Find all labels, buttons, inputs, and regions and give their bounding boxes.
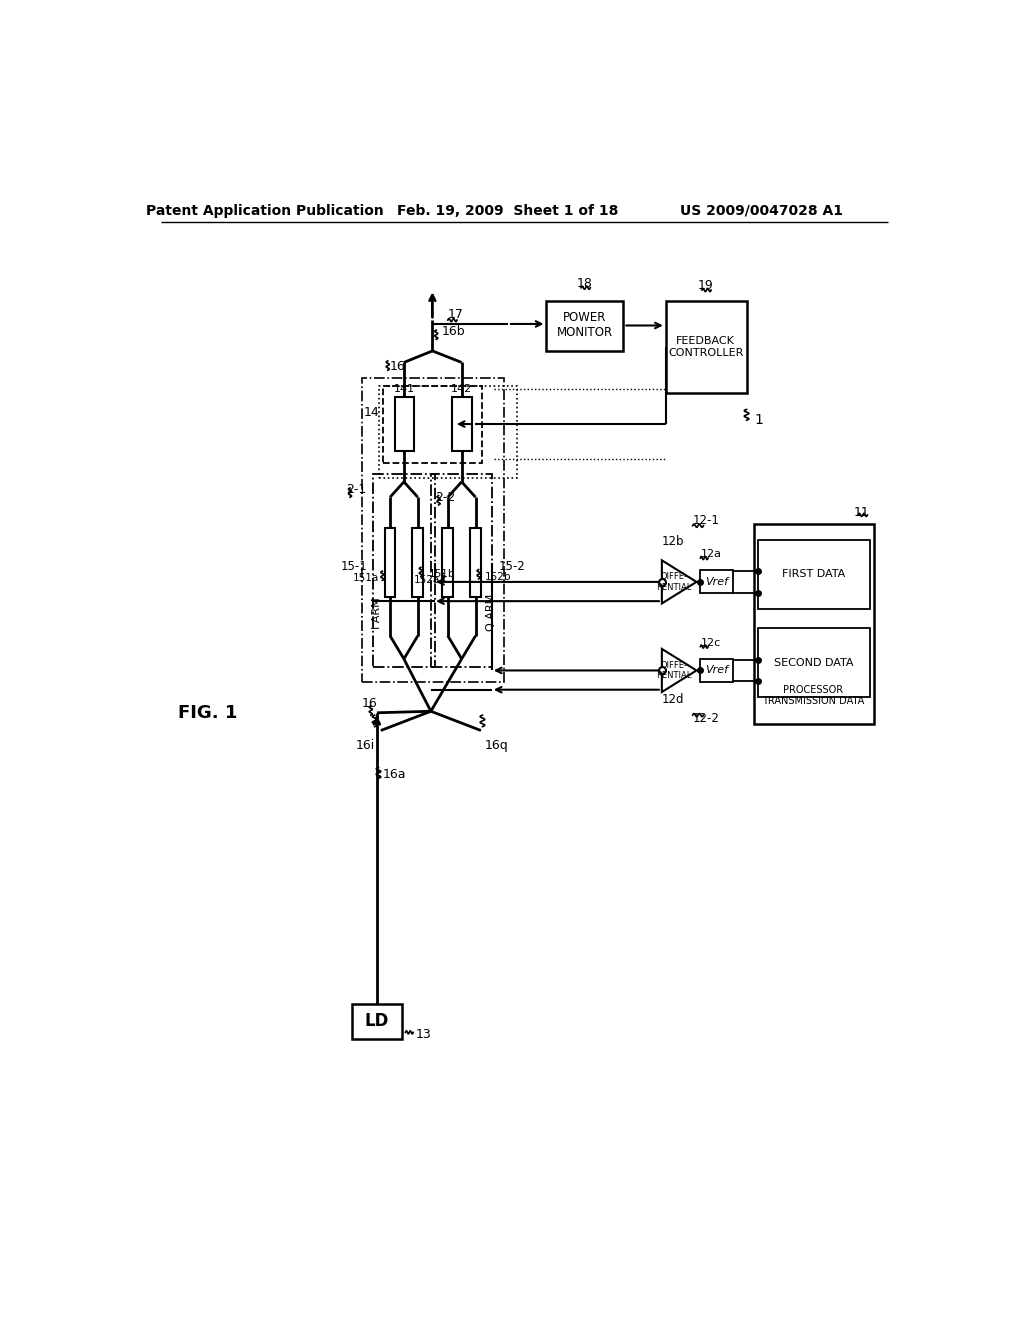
Text: 141: 141 xyxy=(393,384,415,395)
Text: DIFFE-
RENTIAL: DIFFE- RENTIAL xyxy=(655,572,691,591)
Text: Vref: Vref xyxy=(706,665,728,676)
Text: PROCESSOR: PROCESSOR xyxy=(783,685,844,694)
Bar xyxy=(755,524,873,725)
Text: US 2009/0047028 A1: US 2009/0047028 A1 xyxy=(681,203,844,218)
Text: 16: 16 xyxy=(361,697,377,710)
Bar xyxy=(700,659,733,682)
Text: 152a: 152a xyxy=(414,576,440,585)
Text: I ARM: I ARM xyxy=(372,597,382,628)
Text: 16b: 16b xyxy=(441,325,465,338)
Bar xyxy=(373,474,435,667)
Bar xyxy=(379,385,517,478)
Text: 13: 13 xyxy=(416,1028,431,1041)
Text: 16a: 16a xyxy=(383,768,407,781)
Text: 16: 16 xyxy=(390,360,406,372)
Bar xyxy=(385,528,395,598)
Bar xyxy=(352,1003,402,1039)
Bar xyxy=(470,528,481,598)
Text: POWER
MONITOR: POWER MONITOR xyxy=(557,312,613,339)
Text: FEEDBACK
CONTROLLER: FEEDBACK CONTROLLER xyxy=(668,337,743,358)
Text: 16i: 16i xyxy=(355,739,375,752)
Text: 142: 142 xyxy=(451,384,472,395)
Text: FIG. 1: FIG. 1 xyxy=(178,704,238,722)
Text: 17: 17 xyxy=(447,308,464,321)
Text: Q ARM: Q ARM xyxy=(486,594,496,631)
Bar xyxy=(413,528,423,598)
Text: 1: 1 xyxy=(755,413,763,428)
Text: 151a: 151a xyxy=(353,573,379,583)
Text: 18: 18 xyxy=(577,277,593,290)
Text: 12b: 12b xyxy=(662,535,684,548)
Text: 11: 11 xyxy=(854,506,869,519)
Text: Patent Application Publication: Patent Application Publication xyxy=(146,203,384,218)
Bar xyxy=(758,628,869,697)
Bar xyxy=(394,397,414,451)
Text: 15-1: 15-1 xyxy=(340,560,367,573)
Text: 12a: 12a xyxy=(700,549,721,560)
Text: 14: 14 xyxy=(364,407,379,418)
Text: LD: LD xyxy=(365,1012,389,1030)
Bar xyxy=(666,301,746,393)
Text: FIRST DATA: FIRST DATA xyxy=(782,569,845,579)
Text: SECOND DATA: SECOND DATA xyxy=(774,657,853,668)
Text: 2-2: 2-2 xyxy=(435,491,455,504)
Text: 2-1: 2-1 xyxy=(346,483,367,496)
Bar xyxy=(442,528,454,598)
Bar xyxy=(547,301,624,351)
Bar xyxy=(361,378,504,682)
Text: TRANSMISSION DATA: TRANSMISSION DATA xyxy=(763,696,864,706)
Text: 151b: 151b xyxy=(429,569,455,579)
Text: Vref: Vref xyxy=(706,577,728,587)
Bar xyxy=(383,385,482,462)
Bar xyxy=(453,397,472,451)
Bar xyxy=(758,540,869,609)
Text: 19: 19 xyxy=(698,279,714,292)
Text: 12-2: 12-2 xyxy=(692,713,720,726)
Text: 12-1: 12-1 xyxy=(692,513,720,527)
Text: 152b: 152b xyxy=(484,572,511,582)
Bar xyxy=(431,474,493,667)
Text: DIFFE-
RENTIAL: DIFFE- RENTIAL xyxy=(655,661,691,680)
Text: 12c: 12c xyxy=(700,638,721,648)
Text: 16q: 16q xyxy=(484,739,508,752)
Bar xyxy=(700,570,733,594)
Text: 12d: 12d xyxy=(662,693,684,706)
Text: 15-2: 15-2 xyxy=(499,560,525,573)
Text: Feb. 19, 2009  Sheet 1 of 18: Feb. 19, 2009 Sheet 1 of 18 xyxy=(397,203,618,218)
